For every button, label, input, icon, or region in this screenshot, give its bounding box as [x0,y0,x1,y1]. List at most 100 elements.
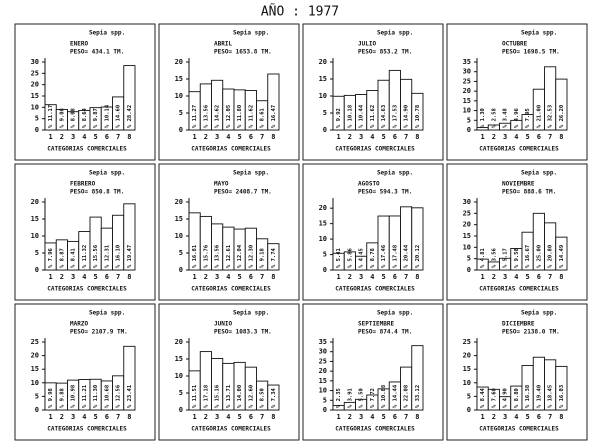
x-tick-label: 2 [348,133,352,141]
x-tick-label: 8 [271,273,275,281]
value-label: % 11.27 [192,105,198,128]
y-tick-label: 20 [31,81,39,89]
value-label: % 15.16 [215,384,221,408]
value-label: % 23.41 [127,384,133,408]
panel-title: Sepia spp. [89,170,125,177]
y-tick-label: 35 [319,338,327,346]
x-tick-label: 7 [116,413,120,421]
y-tick-label: 5 [35,249,39,257]
value-label: % 5.86 [347,247,353,268]
x-tick-label: 5 [238,133,242,141]
x-tick-label: 7 [548,413,552,421]
value-label: % 7.72 [370,388,376,408]
x-tick-label: 1 [337,273,341,281]
panel-title: Sepia spp. [521,30,557,37]
y-tick-label: 5 [179,249,183,257]
y-tick-label: 5 [467,116,471,124]
weight-label: PESO= 2107.9 TM. [70,329,128,336]
value-label: % 13.56 [215,244,221,268]
value-label: % 4.45 [359,248,365,268]
x-tick-label: 7 [260,273,264,281]
value-label: % 17.18 [203,385,209,408]
month-label: ENERO [70,41,88,48]
panel-frame [158,163,300,301]
x-axis-label: CATEGORIAS COMERCIALES [47,146,127,153]
y-tick-label: 15 [175,75,183,83]
x-tick-label: 2 [348,273,352,281]
x-tick-label: 1 [49,133,53,141]
value-label: % 11.51 [192,384,198,408]
x-axis-label: CATEGORIAS COMERCIALES [335,146,415,153]
y-tick-label: 0 [35,406,39,414]
value-label: % 15.56 [93,244,99,268]
weight-label: PESO= 1698.5 TM. [502,49,560,56]
weight-label: PESO= 594.3 TM. [358,189,412,196]
value-label: % 8.44 [480,387,486,408]
weight-label: PESO= 1083.3 TM. [214,329,272,336]
y-tick-label: 0 [467,126,471,134]
value-label: % 10.14 [104,104,110,128]
x-tick-label: 3 [71,273,75,281]
y-tick-label: 20 [175,338,183,346]
y-tick-label: 25 [463,77,471,85]
x-tick-label: 3 [71,133,75,141]
value-label: % 10.88 [381,385,387,408]
y-tick-label: 25 [31,69,39,77]
x-tick-label: 8 [127,413,131,421]
panel-frame [446,303,588,441]
x-tick-label: 8 [415,413,419,421]
x-tick-label: 8 [559,413,563,421]
x-tick-label: 7 [404,133,408,141]
x-tick-label: 3 [503,133,507,141]
panel-frame [446,163,588,301]
y-tick-label: 10 [175,92,183,100]
month-label: DICIEMBRE [502,321,535,328]
value-label: % 10.98 [71,385,77,408]
y-tick-label: 15 [463,365,471,373]
y-tick-label: 0 [323,126,327,134]
x-tick-label: 1 [193,133,197,141]
x-tick-label: 3 [215,413,219,421]
y-tick-label: 10 [31,379,39,387]
x-tick-label: 8 [271,133,275,141]
value-label: % 19.40 [536,385,542,408]
bar [411,92,424,131]
value-label: % 3.91 [347,387,353,408]
panel-title: Sepia spp. [233,310,269,317]
y-tick-label: 0 [467,406,471,414]
x-tick-label: 1 [193,413,197,421]
x-tick-label: 8 [415,133,419,141]
x-tick-label: 1 [337,413,341,421]
x-tick-label: 8 [127,133,131,141]
value-label: % 21.00 [536,105,542,128]
value-label: % 20.12 [415,245,421,268]
x-axis-label: CATEGORIAS COMERCIALES [335,426,415,433]
y-tick-label: 15 [319,377,327,385]
panel-frame [446,23,588,161]
weight-label: PESO= 2138.0 TM. [502,329,560,336]
x-tick-label: 8 [559,133,563,141]
weight-label: PESO= 2408.7 TM. [214,189,272,196]
x-tick-label: 2 [60,273,64,281]
y-tick-label: 10 [463,107,471,115]
y-tick-label: 35 [463,58,471,66]
x-tick-label: 4 [370,413,374,421]
value-label: % 8.61 [260,107,266,128]
x-tick-label: 4 [82,413,86,421]
value-label: % 3.56 [491,247,497,268]
x-tick-label: 5 [238,413,242,421]
x-tick-label: 6 [393,273,397,281]
value-label: % 12.05 [226,105,232,128]
x-tick-label: 1 [49,273,53,281]
value-label: % 3.48 [503,108,509,128]
x-axis-label: CATEGORIAS COMERCIALES [191,146,271,153]
x-tick-label: 5 [382,413,386,421]
panel-frame [14,23,156,161]
y-tick-label: 0 [467,266,471,274]
x-tick-label: 6 [249,273,253,281]
x-tick-label: 4 [82,133,86,141]
value-label: % 9.18 [260,248,266,268]
x-tick-label: 3 [359,133,363,141]
value-label: % 26.20 [559,105,565,128]
